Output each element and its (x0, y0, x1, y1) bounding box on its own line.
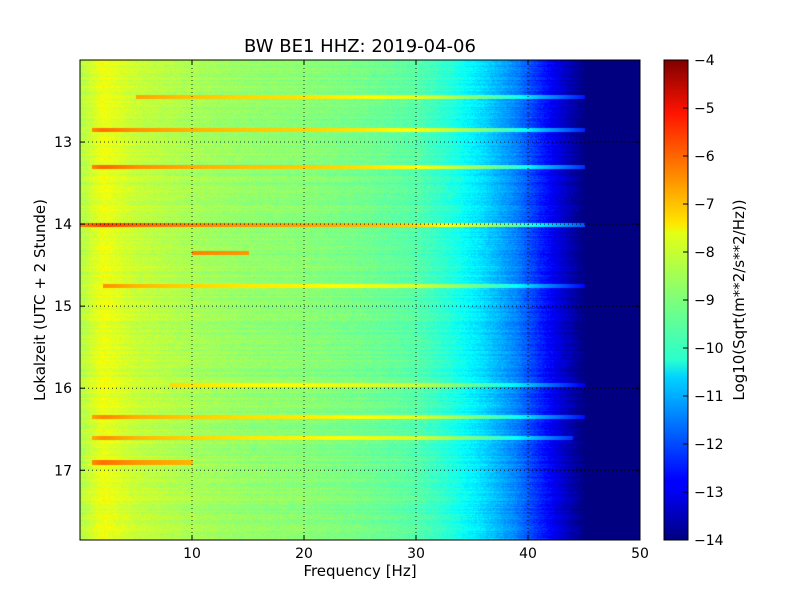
chart-title: BW BE1 HHZ: 2019-04-06 (244, 36, 476, 57)
plot-frame (79, 59, 641, 541)
x-tick-label: 20 (295, 546, 313, 562)
y-axis-ticks: 13 14 15 16 17 (54, 135, 640, 479)
heatmap-plot-area (79, 59, 641, 541)
x-tick-label: 50 (631, 546, 649, 562)
colorbar-tick-label: −14 (694, 533, 724, 549)
colorbar-tick-label: −6 (694, 149, 715, 165)
colorbar-tick-label: −5 (694, 101, 715, 117)
y-tick-label: 17 (54, 463, 72, 479)
y-tick-label: 13 (54, 135, 72, 151)
colorbar-tick-label: −13 (694, 485, 724, 501)
colorbar-tick-label: −9 (694, 293, 715, 309)
colorbar-tick-label: −4 (694, 53, 715, 69)
colorbar-tick-label: −11 (694, 389, 724, 405)
grid-lines (80, 60, 640, 540)
heatmap-canvas (80, 60, 640, 540)
x-axis-label: Frequency [Hz] (303, 562, 416, 580)
x-tick-label: 30 (407, 546, 425, 562)
colorbar-tick-label: −12 (694, 437, 724, 453)
colorbar-tick-label: −7 (694, 197, 715, 213)
x-tick-label: 10 (183, 546, 201, 562)
x-tick-label: 40 (519, 546, 537, 562)
y-tick-label: 16 (54, 381, 72, 397)
colorbar-tick-label: −10 (694, 341, 724, 357)
y-tick-label: 15 (54, 299, 72, 315)
y-tick-label: 14 (54, 217, 72, 233)
x-axis-ticks: 10 20 30 40 50 (183, 60, 649, 562)
y-axis-label: Lokalzeit (UTC + 2 Stunde) (31, 199, 49, 401)
colorbar-ticks: −4 −5 −6 −7 −8 −9 −10 −11 −12 −13 −14 (683, 53, 724, 549)
colorbar: −4 −5 −6 −7 −8 −9 −10 −11 −12 −13 −14 Log10(Sqrt(m… (663, 53, 748, 549)
colorbar-label: Log10(Sqrt(m**2/s**2/Hz)) (730, 199, 748, 400)
colorbar-tick-label: −8 (694, 245, 715, 261)
